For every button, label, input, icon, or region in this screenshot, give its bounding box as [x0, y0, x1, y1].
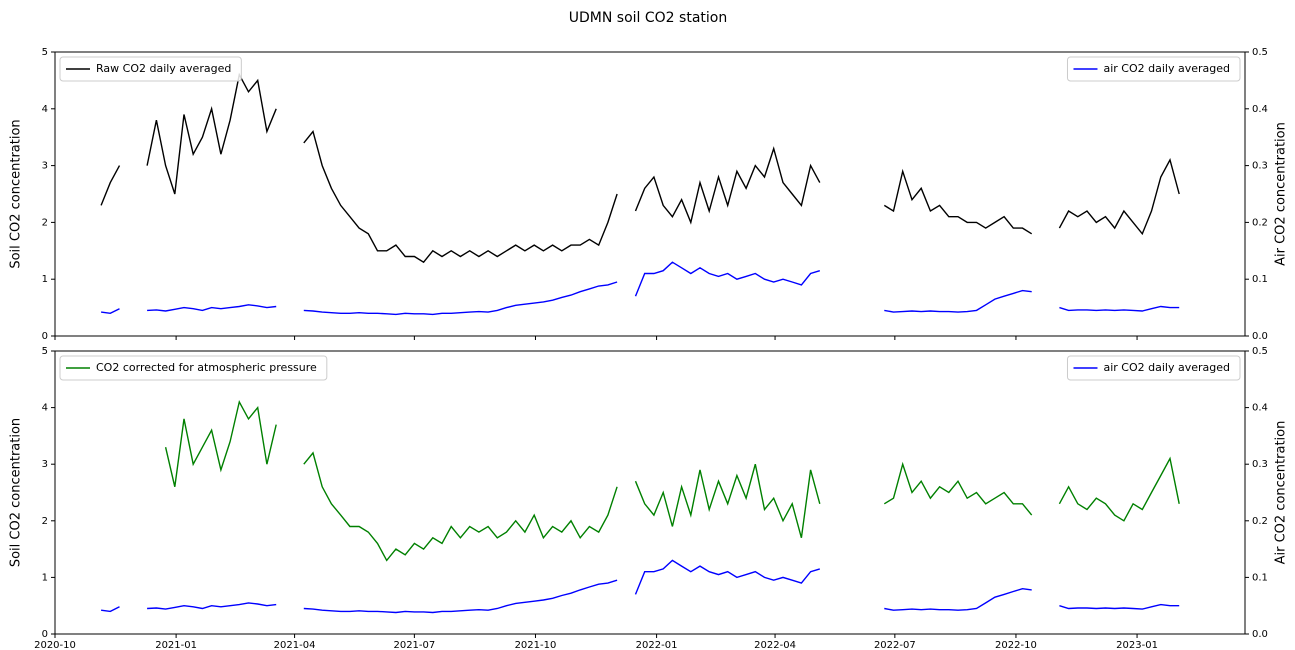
y-tick-label: 0 [42, 331, 48, 342]
axes-frame [54, 51, 1246, 337]
x-tick-label: 2021-07 [393, 640, 435, 650]
x-tick-label: 2023-01 [1116, 640, 1158, 650]
legend-box [59, 355, 328, 381]
x-tick-label: 2021-10 [515, 640, 557, 650]
y2-tick-label: 0.5 [1252, 47, 1268, 58]
y-tick-label: 2 [42, 516, 48, 527]
data-line [101, 559, 1180, 614]
y2-tick-label: 0.4 [1252, 403, 1268, 414]
legend-box [59, 56, 242, 82]
y2-tick-label: 0.2 [1252, 516, 1268, 527]
legend-label: air CO2 daily averaged [1103, 361, 1230, 374]
y-axis-label: Soil CO2 concentration [9, 418, 24, 567]
y2-tick-label: 0.0 [1252, 331, 1268, 342]
x-tick-label: 2021-01 [155, 640, 197, 650]
y2-tick-label: 0.5 [1252, 346, 1268, 357]
x-tick-label: 2022-07 [874, 640, 916, 650]
y-tick-label: 1 [42, 274, 48, 285]
axes-frame [54, 350, 1246, 635]
x-tick-label: 2022-01 [636, 640, 678, 650]
y-tick-label: 3 [42, 161, 48, 172]
legend-label: air CO2 daily averaged [1103, 62, 1230, 75]
y-tick-label: 3 [42, 459, 48, 470]
x-tick-label: 2021-04 [274, 640, 316, 650]
y2-tick-label: 0.1 [1252, 274, 1268, 285]
y2-tick-label: 0.0 [1252, 629, 1268, 640]
y2-tick-label: 0.3 [1252, 459, 1268, 470]
data-line [101, 261, 1180, 316]
y2-tick-label: 0.1 [1252, 572, 1268, 583]
data-line [164, 399, 1180, 562]
data-line [100, 72, 1180, 264]
y2-tick-label: 0.2 [1252, 217, 1268, 228]
y-axis-label: Soil CO2 concentration [9, 119, 24, 268]
y-tick-label: 2 [42, 217, 48, 228]
y-tick-label: 5 [42, 346, 48, 357]
y-tick-label: 4 [42, 104, 48, 115]
y-tick-label: 1 [42, 572, 48, 583]
y-tick-label: 0 [42, 629, 48, 640]
legend-label: CO2 corrected for atmospheric pressure [96, 361, 317, 374]
legend-box [1066, 355, 1241, 381]
y2-tick-label: 0.4 [1252, 104, 1268, 115]
figure-title: UDMN soil CO2 station [569, 10, 727, 26]
legend-box [1066, 56, 1241, 82]
x-tick-label: 2022-10 [995, 640, 1037, 650]
y2-tick-label: 0.3 [1252, 161, 1268, 172]
x-tick-label: 2020-10 [34, 640, 76, 650]
y-tick-label: 5 [42, 47, 48, 58]
y2-axis-label: Air CO2 concentration [1274, 421, 1289, 565]
y2-axis-label: Air CO2 concentration [1274, 122, 1289, 266]
y-tick-label: 4 [42, 403, 48, 414]
x-tick-label: 2022-04 [754, 640, 796, 650]
legend-label: Raw CO2 daily averaged [96, 62, 231, 75]
